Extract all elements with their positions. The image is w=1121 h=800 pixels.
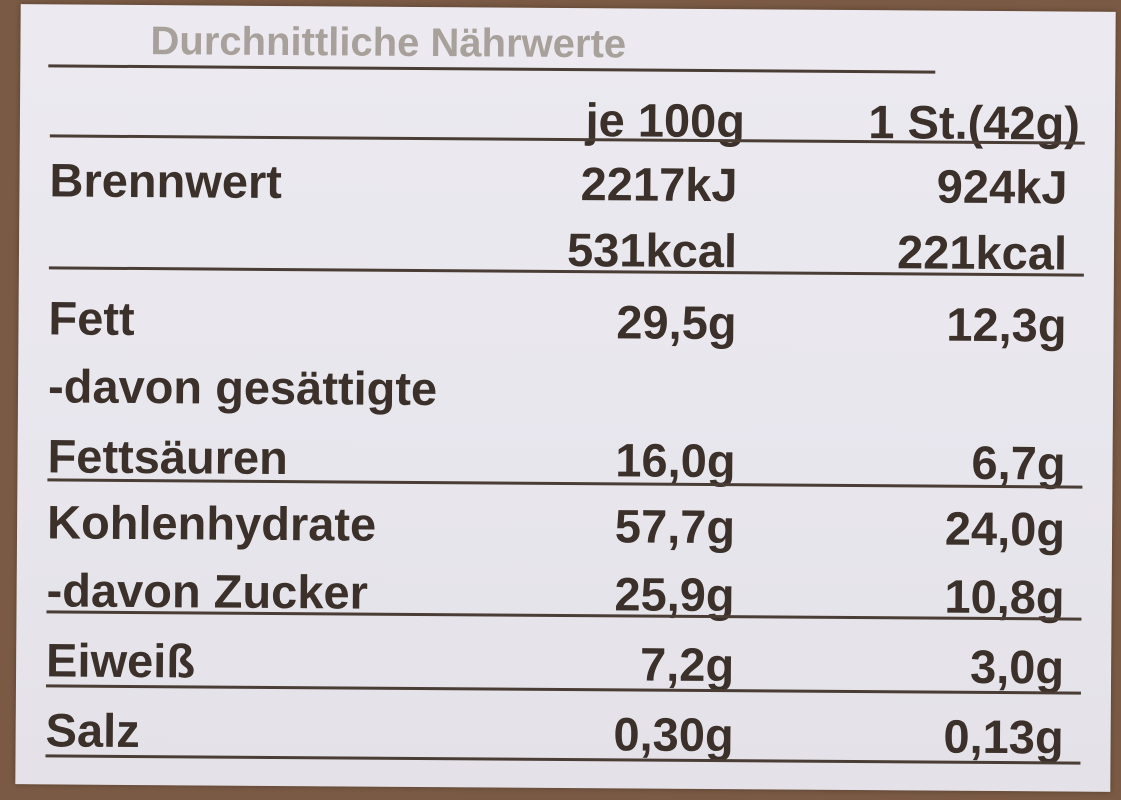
value-per-piece: 24,0g [944,501,1066,556]
value-per-piece [666,367,1066,370]
nutrition-label: Durchnittliche Nährwerte je 100g 1 St.(4… [15,4,1116,792]
value-per-piece: 0,13g [943,709,1064,764]
value-per-piece: 6,7g [971,435,1066,490]
row-label: -davon Zucker [46,563,369,619]
row-label: Kohlenhydrate [46,495,377,551]
label-title: Durchnittliche Nährwerte [150,19,627,67]
value-per-piece: 3,0g [969,639,1065,694]
row-label: Brennwert [49,153,283,209]
value-per-piece: 12,3g [946,297,1067,352]
value-per-piece: 924kJ [936,159,1068,214]
row-label: Fett [48,291,135,345]
row-label: Fettsäuren [47,429,289,485]
row-label: Eiweiß [45,633,196,688]
row-label: -davon gesättigte [47,359,438,416]
value-per-piece: 10,8g [944,569,1065,624]
row-label: Salz [45,703,140,758]
value-per-piece: 221kcal [896,225,1068,280]
